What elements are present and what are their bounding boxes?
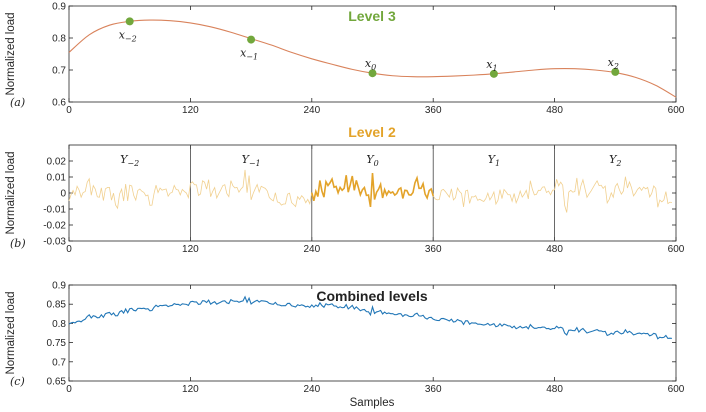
panel-c-tag: (c) <box>10 375 25 388</box>
x-tick-label: 480 <box>546 244 563 255</box>
y-tick-label: 0.9 <box>52 2 66 13</box>
level3-curve <box>68 19 677 98</box>
x-tick-label: 600 <box>668 244 685 255</box>
level3-point <box>368 69 377 78</box>
y-tick-label: 0 <box>60 189 66 200</box>
x-tick-label: 240 <box>303 105 320 116</box>
x-tick-label: 360 <box>425 105 442 116</box>
panel-a-ylabel: Normalized load <box>5 12 17 95</box>
x-tick-label: 120 <box>182 384 199 395</box>
y-tick-label: 0.8 <box>52 319 66 330</box>
y-tick-label: 0.8 <box>52 34 66 45</box>
combined-series <box>68 295 673 340</box>
segment-label: Y−2 <box>120 153 139 168</box>
level3-point-label: x−2 <box>119 28 137 43</box>
panel-a-title: Level 3 <box>348 8 396 24</box>
level3-point-label: x2 <box>608 56 619 71</box>
y-tick-label: 0.85 <box>47 300 67 311</box>
level3-point <box>489 69 498 78</box>
x-tick-label: 480 <box>546 384 563 395</box>
x-tick-label: 240 <box>303 244 320 255</box>
segment-label: Y−1 <box>242 153 261 168</box>
y-tick-label: 0.75 <box>47 338 67 349</box>
level2-series-left <box>68 169 313 210</box>
panel-a-tag: (a) <box>10 96 25 109</box>
x-tick-label: 480 <box>546 105 563 116</box>
y-tick-label: 0.6 <box>52 98 66 109</box>
panel-b-tag: (b) <box>10 237 26 250</box>
y-tick-label: 0.65 <box>47 377 67 388</box>
panel-a-ticks: 0 120 240 360 480 600 0.6 0.7 0.8 0.9 <box>52 2 685 117</box>
level3-point <box>247 35 256 44</box>
panel-c-plot-area <box>68 284 677 382</box>
y-tick-label: 0.01 <box>47 173 67 184</box>
level3-point-label: x−1 <box>240 47 258 62</box>
panel-b-ylabel: Normalized load <box>5 151 17 234</box>
panel-c-title: Combined levels <box>316 288 427 304</box>
level3-point-label: x1 <box>486 58 497 73</box>
segment-label: Y2 <box>609 153 621 168</box>
level2-series-highlight <box>311 172 434 208</box>
x-tick-label: 240 <box>303 384 320 395</box>
level3-point <box>125 17 134 26</box>
y-tick-label: 0.7 <box>52 357 66 368</box>
panel-c-ticks: 0 120 240 360 480 600 0.65 0.7 0.75 0.8 0.85 0.9 <box>47 281 685 396</box>
x-tick-label: 120 <box>182 244 199 255</box>
panel-c-series-group <box>68 295 673 340</box>
x-tick-label: 120 <box>182 105 199 116</box>
y-tick-label: -0.01 <box>43 205 66 216</box>
panel-c-xlabel: Samples <box>350 397 395 409</box>
x-tick-label: 0 <box>66 105 72 116</box>
y-tick-label: -0.03 <box>43 237 66 248</box>
panel-c-ylabel: Normalized load <box>5 291 17 374</box>
segment-label: Y1 <box>488 153 500 168</box>
y-tick-label: 0.9 <box>52 281 66 292</box>
panel-b-ticks: 0 120 240 360 480 600 -0.03 -0.02 -0.01 0 0.01 0.02 <box>43 145 685 255</box>
level3-point <box>611 67 620 76</box>
y-tick-label: -0.02 <box>43 221 66 232</box>
x-tick-label: 600 <box>668 105 685 116</box>
segment-label: Y0 <box>366 153 378 168</box>
panel-a-points-group: x−2 x−1 x0 x1 x2 <box>119 17 620 78</box>
x-tick-label: 600 <box>668 384 685 395</box>
panel-b: 0 120 240 360 480 600 -0.03 -0.02 -0.01 0 0.01 0.02… <box>5 124 685 255</box>
x-tick-label: 0 <box>66 384 72 395</box>
panel-b-title: Level 2 <box>348 124 396 140</box>
x-tick-label: 0 <box>66 244 72 255</box>
panel-b-segments-group: Y−2 Y−1 Y0 Y1 Y2 <box>120 153 621 168</box>
x-tick-label: 360 <box>425 384 442 395</box>
y-tick-label: 0.02 <box>47 157 67 168</box>
level3-point-label: x0 <box>365 57 376 72</box>
panel-c: 0 120 240 360 480 600 0.65 0.7 0.75 0.8 0.85 0.9 Co… <box>5 281 685 410</box>
panel-a-plot-area <box>68 5 677 103</box>
panel-b-series-group <box>68 169 673 213</box>
level2-series-right <box>432 176 673 213</box>
y-tick-label: 0.7 <box>52 66 66 77</box>
panel-a-curve-group <box>68 19 677 98</box>
x-tick-label: 360 <box>425 244 442 255</box>
